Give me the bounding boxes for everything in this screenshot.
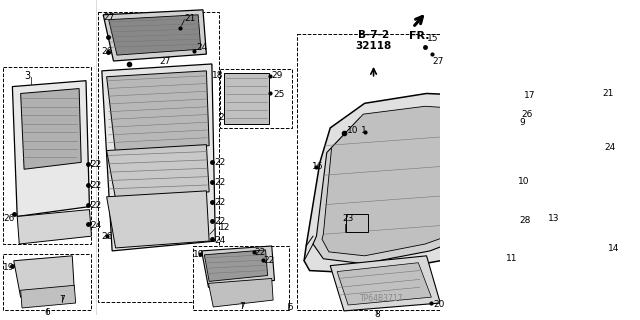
Bar xyxy=(530,89,612,271)
Text: 3: 3 xyxy=(24,71,30,81)
Text: 28: 28 xyxy=(520,216,531,226)
Text: 22: 22 xyxy=(91,160,102,169)
Text: 9: 9 xyxy=(520,118,525,127)
Text: FR.: FR. xyxy=(409,31,429,42)
Text: 22: 22 xyxy=(214,198,225,207)
Text: 7: 7 xyxy=(239,302,245,311)
Polygon shape xyxy=(330,256,440,311)
Text: 22: 22 xyxy=(91,201,102,210)
Polygon shape xyxy=(12,81,90,216)
Text: 14: 14 xyxy=(607,244,619,253)
Text: 5: 5 xyxy=(287,303,293,312)
Text: 26: 26 xyxy=(522,110,533,119)
Polygon shape xyxy=(103,10,206,61)
Polygon shape xyxy=(20,285,76,308)
Text: 25: 25 xyxy=(274,90,285,99)
Polygon shape xyxy=(322,106,501,256)
Text: 22: 22 xyxy=(255,248,266,257)
Text: 22: 22 xyxy=(214,158,225,167)
Text: 22: 22 xyxy=(91,181,102,190)
Text: 24: 24 xyxy=(214,236,226,245)
Text: 22: 22 xyxy=(214,178,225,187)
Text: 7: 7 xyxy=(59,295,65,304)
Bar xyxy=(3,254,92,310)
Bar xyxy=(99,12,219,302)
Polygon shape xyxy=(13,256,74,297)
Text: 26: 26 xyxy=(102,232,113,241)
Text: 15: 15 xyxy=(426,35,438,44)
Polygon shape xyxy=(209,278,273,307)
Polygon shape xyxy=(531,93,607,207)
Polygon shape xyxy=(313,108,508,264)
Text: 26: 26 xyxy=(102,47,113,56)
Text: 17: 17 xyxy=(524,91,536,100)
Text: 10: 10 xyxy=(347,126,358,135)
Text: 21: 21 xyxy=(184,14,196,23)
Polygon shape xyxy=(107,71,209,154)
Text: 12: 12 xyxy=(219,223,230,232)
Text: 22: 22 xyxy=(264,256,275,265)
Text: TP64B3717: TP64B3717 xyxy=(360,294,404,303)
Text: 19: 19 xyxy=(193,250,204,259)
Bar xyxy=(346,214,368,232)
Text: 24: 24 xyxy=(196,43,207,52)
Text: 18: 18 xyxy=(212,71,223,80)
Polygon shape xyxy=(20,89,81,169)
Text: 6: 6 xyxy=(44,308,50,317)
Text: 11: 11 xyxy=(506,254,517,263)
Text: 10: 10 xyxy=(518,177,529,186)
Bar xyxy=(3,67,92,244)
Bar xyxy=(193,246,289,310)
Text: 27: 27 xyxy=(103,13,115,22)
Text: 13: 13 xyxy=(548,214,560,223)
Text: 29: 29 xyxy=(272,71,283,80)
Polygon shape xyxy=(17,210,92,244)
Text: 21: 21 xyxy=(602,89,613,98)
Text: 20: 20 xyxy=(433,300,445,309)
Polygon shape xyxy=(109,15,201,55)
Polygon shape xyxy=(534,98,603,201)
Polygon shape xyxy=(107,191,209,248)
Text: 1: 1 xyxy=(360,126,366,135)
Bar xyxy=(224,73,269,124)
Text: 19: 19 xyxy=(3,263,15,272)
Polygon shape xyxy=(550,262,586,277)
Bar xyxy=(220,69,292,128)
Text: 8: 8 xyxy=(374,310,380,319)
Text: 27: 27 xyxy=(159,57,171,66)
Bar xyxy=(297,35,524,310)
Text: 27: 27 xyxy=(432,57,444,66)
Polygon shape xyxy=(204,250,268,281)
Polygon shape xyxy=(107,145,209,199)
Polygon shape xyxy=(304,93,516,274)
Text: 24: 24 xyxy=(91,221,102,230)
Polygon shape xyxy=(202,246,275,287)
Text: 24: 24 xyxy=(604,143,615,152)
Text: 16: 16 xyxy=(312,162,323,171)
Polygon shape xyxy=(337,263,431,305)
Text: 22: 22 xyxy=(214,218,225,227)
Polygon shape xyxy=(571,242,607,258)
Text: B-7-2
32118: B-7-2 32118 xyxy=(355,29,392,51)
Text: 2: 2 xyxy=(219,113,225,122)
Text: 26: 26 xyxy=(3,214,15,223)
Polygon shape xyxy=(549,214,585,230)
Text: 23: 23 xyxy=(342,214,353,223)
Polygon shape xyxy=(102,64,215,251)
